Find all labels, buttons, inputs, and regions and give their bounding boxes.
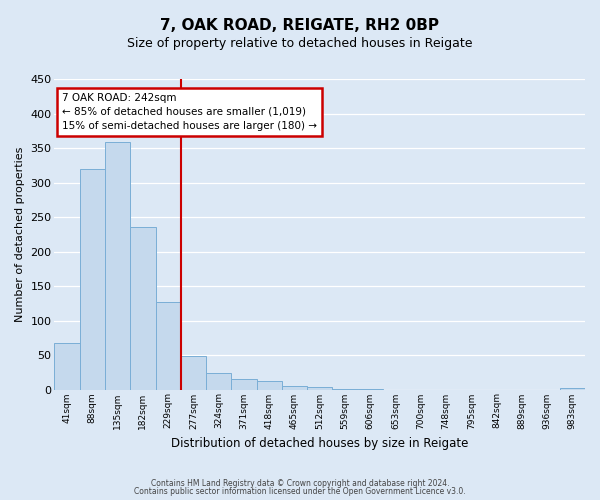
Bar (257, 381, 282, 390)
Text: Contains HM Land Registry data © Crown copyright and database right 2024.: Contains HM Land Registry data © Crown c… (151, 478, 449, 488)
X-axis label: Distribution of detached houses by size in Reigate: Distribution of detached houses by size … (171, 437, 469, 450)
Bar (181, 356, 206, 390)
Bar (105, 142, 130, 390)
Bar (206, 373, 232, 390)
Bar (155, 302, 181, 390)
Bar (232, 379, 257, 390)
Bar (80, 168, 105, 390)
Text: Size of property relative to detached houses in Reigate: Size of property relative to detached ho… (127, 38, 473, 51)
Bar (307, 388, 332, 390)
Bar (560, 388, 585, 390)
Bar (332, 389, 358, 390)
Bar (55, 344, 80, 390)
Text: Contains public sector information licensed under the Open Government Licence v3: Contains public sector information licen… (134, 487, 466, 496)
Bar (282, 386, 307, 390)
Text: 7 OAK ROAD: 242sqm
← 85% of detached houses are smaller (1,019)
15% of semi-deta: 7 OAK ROAD: 242sqm ← 85% of detached hou… (62, 93, 317, 131)
Bar (358, 389, 383, 390)
Text: 7, OAK ROAD, REIGATE, RH2 0BP: 7, OAK ROAD, REIGATE, RH2 0BP (161, 18, 439, 32)
Bar (130, 228, 155, 390)
Y-axis label: Number of detached properties: Number of detached properties (15, 146, 25, 322)
